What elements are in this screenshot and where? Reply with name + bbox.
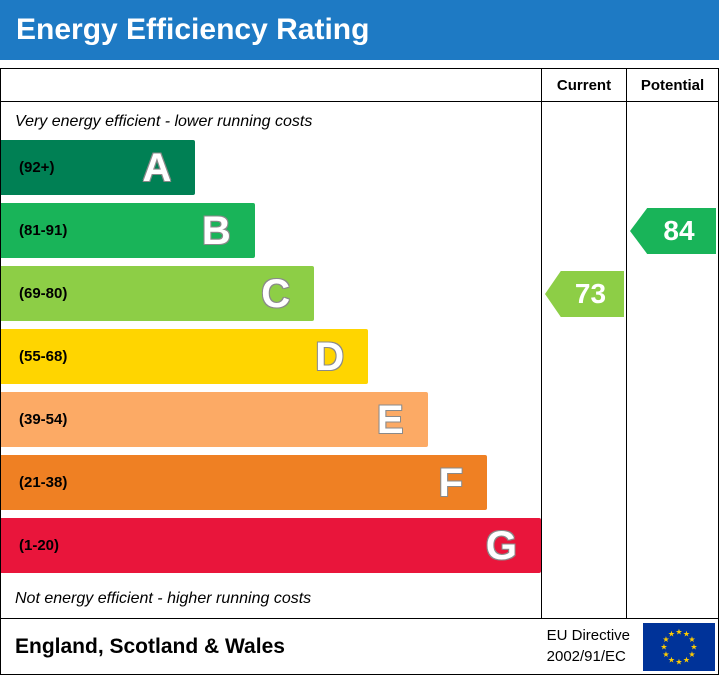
band-letter-f: F [438, 460, 463, 505]
band-range-b: (81-91) [19, 222, 68, 239]
band-row-d: (55-68) D [1, 329, 541, 392]
band-row-g: (1-20) G [1, 518, 541, 581]
band-letter-c: C [261, 271, 291, 316]
band-range-f: (21-38) [19, 474, 68, 491]
svg-text:★: ★ [668, 629, 675, 638]
eu-directive-label: EU Directive 2002/91/EC [547, 626, 642, 667]
page-title: Energy Efficiency Rating [0, 0, 719, 60]
potential-column-header: Potential [626, 69, 718, 101]
band-row-f: (21-38) F [1, 455, 541, 518]
band-bar-a: (92+) A [1, 140, 196, 195]
band-range-d: (55-68) [19, 348, 68, 365]
svg-text:★: ★ [668, 655, 675, 664]
potential-rating-pointer: 84 [630, 208, 716, 254]
band-row-b: (81-91) B [1, 203, 541, 266]
eu-directive-line1: EU Directive [546, 627, 630, 645]
potential-column: 84 [626, 102, 718, 618]
band-letter-a: A [142, 145, 172, 190]
region-label: England, Scotland & Wales [15, 634, 285, 658]
band-letter-d: D [315, 334, 345, 379]
svg-text:★: ★ [688, 635, 695, 644]
band-bar-f: (21-38) F [1, 455, 487, 510]
svg-text:★: ★ [660, 642, 667, 651]
bottom-note: Not energy efficient - higher running co… [15, 590, 312, 607]
bands-area: Very energy efficient - lower running co… [1, 102, 541, 618]
svg-text:★: ★ [675, 627, 682, 636]
epc-chart: Current Potential Very energy efficient … [0, 68, 719, 675]
chart-footer: England, Scotland & Wales EU Directive 2… [1, 618, 718, 674]
svg-text:★: ★ [690, 642, 697, 651]
band-row-e: (39-54) E [1, 392, 541, 455]
current-column: 73 [541, 102, 626, 618]
band-bar-b: (81-91) B [1, 203, 255, 258]
band-bar-d: (55-68) D [1, 329, 369, 384]
eu-flag-icon: ★ ★ ★ ★ ★ ★ ★ ★ ★ ★ ★ ★ [643, 622, 715, 671]
svg-text:★: ★ [662, 650, 669, 659]
svg-text:★: ★ [662, 635, 669, 644]
band-range-e: (39-54) [19, 411, 68, 428]
chart-body: Very energy efficient - lower running co… [1, 102, 718, 618]
svg-text:★: ★ [683, 629, 690, 638]
current-column-header: Current [541, 69, 626, 101]
eu-directive-line2: 2002/91/EC [546, 647, 626, 665]
band-row-c: (69-80) C [1, 266, 541, 329]
band-row-a: (92+) A [1, 140, 541, 203]
top-note: Very energy efficient - lower running co… [15, 113, 313, 130]
svg-text:★: ★ [683, 655, 690, 664]
band-range-a: (92+) [19, 159, 55, 176]
current-rating-pointer: 73 [545, 271, 624, 317]
chart-header-row: Current Potential [1, 69, 718, 102]
band-letter-e: E [376, 397, 404, 442]
band-bar-e: (39-54) E [1, 392, 428, 447]
band-letter-b: B [201, 208, 231, 253]
band-range-g: (1-20) [19, 537, 60, 554]
band-letter-g: G [485, 523, 517, 568]
band-bar-c: (69-80) C [1, 266, 315, 321]
svg-text:★: ★ [675, 657, 682, 666]
svg-text:★: ★ [688, 650, 695, 659]
header-spacer [1, 69, 541, 101]
band-bar-g: (1-20) G [1, 518, 541, 573]
band-range-c: (69-80) [19, 285, 68, 302]
